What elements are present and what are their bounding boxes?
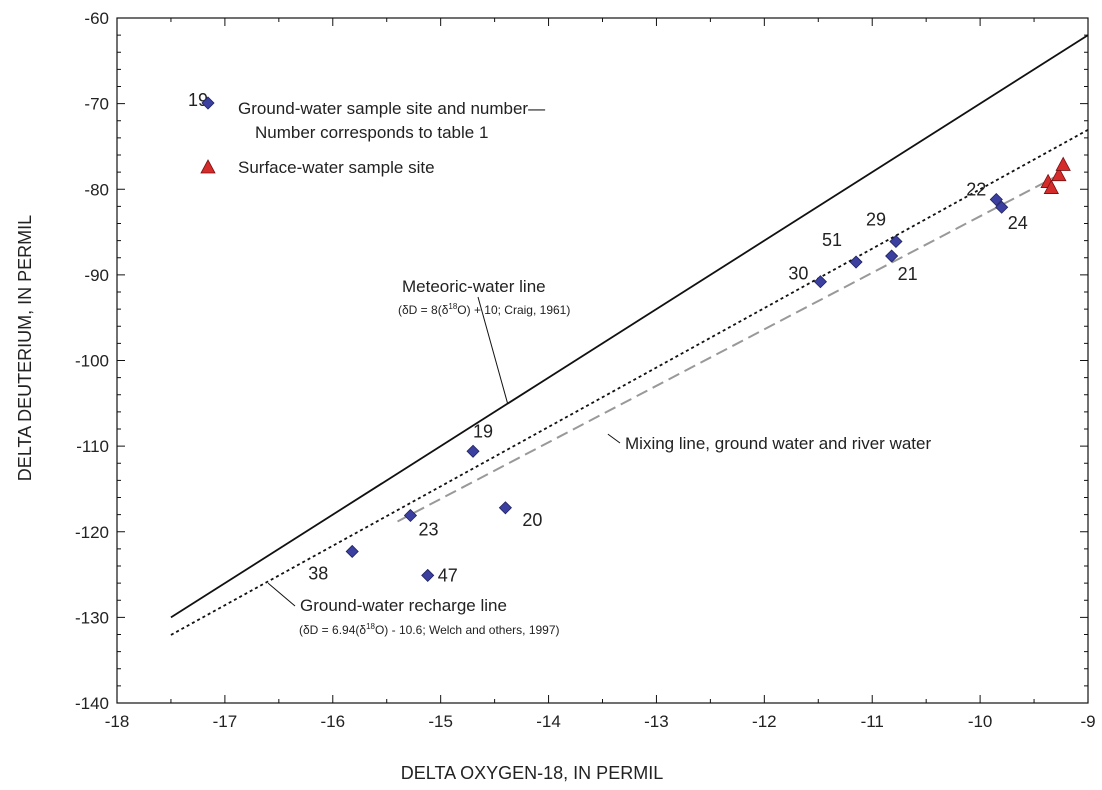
y-tick-label: -110 bbox=[76, 437, 109, 456]
y-axis-title: DELTA DEUTERIUM, IN PERMIL bbox=[15, 215, 35, 481]
x-tick-label: -18 bbox=[105, 712, 130, 731]
y-tick-label: -120 bbox=[75, 523, 109, 542]
legend-surface-water-triangle-icon bbox=[200, 159, 216, 174]
surface-water-point bbox=[1055, 156, 1071, 171]
legend: 19 Ground-water sample site and number— … bbox=[188, 90, 545, 177]
ground-water-point bbox=[466, 444, 480, 458]
ground-water-point bbox=[889, 234, 903, 249]
meteoric-line-equation: (δD = 8(δ18O) + 10; Craig, 1961) bbox=[398, 302, 570, 317]
y-tick-label: -70 bbox=[84, 95, 109, 114]
x-tick-label: -12 bbox=[752, 712, 777, 731]
point-label: 24 bbox=[1008, 213, 1028, 233]
point-label: 51 bbox=[822, 230, 842, 250]
ground-water-point bbox=[885, 249, 899, 263]
x-axis-title: DELTA OXYGEN-18, IN PERMIL bbox=[401, 763, 663, 783]
point-label: 29 bbox=[866, 209, 886, 229]
x-tick-label: -9 bbox=[1080, 712, 1095, 731]
ground-water-point bbox=[849, 255, 863, 269]
recharge-line-label: Ground-water recharge line bbox=[300, 596, 507, 615]
y-tick-label: -100 bbox=[75, 352, 109, 371]
mixing-line bbox=[397, 174, 1059, 523]
x-tick-label: -10 bbox=[968, 712, 993, 731]
x-tick-label: -14 bbox=[536, 712, 561, 731]
ground-water-point bbox=[421, 568, 435, 582]
x-tick-label: -15 bbox=[428, 712, 453, 731]
groundwater-recharge-line bbox=[170, 129, 1089, 636]
legend-surface-water-label: Surface-water sample site bbox=[238, 158, 435, 177]
legend-ground-water-note: Number corresponds to table 1 bbox=[255, 123, 488, 142]
point-label: 30 bbox=[788, 264, 808, 284]
ground-water-point bbox=[813, 275, 828, 289]
point-label: 22 bbox=[966, 180, 986, 200]
surface-water-point bbox=[1051, 166, 1067, 182]
x-tick-label: -16 bbox=[320, 712, 345, 731]
legend-ground-water-label: Ground-water sample site and number— bbox=[238, 99, 545, 118]
ground-water-point bbox=[989, 192, 1003, 207]
x-tick-label: -13 bbox=[644, 712, 669, 731]
y-tick-label: -80 bbox=[84, 180, 109, 199]
ground-water-point bbox=[498, 501, 512, 515]
meteoric-line-label: Meteoric-water line bbox=[402, 277, 546, 296]
point-label: 20 bbox=[522, 510, 542, 530]
legend-ground-water-diamond-icon bbox=[201, 96, 215, 110]
ground-water-point bbox=[403, 508, 418, 523]
meteoric-water-line bbox=[170, 34, 1089, 619]
ground-water-point bbox=[995, 200, 1009, 214]
plot-frame bbox=[116, 17, 1089, 704]
recharge-line-equation: (δD = 6.94(δ18O) - 10.6; Welch and other… bbox=[299, 622, 560, 637]
annotation-leader-lines bbox=[267, 296, 621, 607]
y-tick-label: -90 bbox=[84, 266, 109, 285]
reference-lines bbox=[170, 34, 1089, 636]
mixing-leader-line bbox=[607, 433, 621, 444]
annotations: Meteoric-water line (δD = 8(δ18O) + 10; … bbox=[299, 277, 931, 637]
legend-sample-number: 19 bbox=[188, 90, 208, 110]
x-tick-label: -11 bbox=[861, 712, 884, 731]
ground-water-point bbox=[345, 544, 359, 559]
y-tick-label: -140 bbox=[75, 694, 109, 713]
data-points: 19 20 21 22 23 24 29 30 38 47 51 bbox=[308, 156, 1071, 585]
y-tick-label: -130 bbox=[75, 608, 109, 627]
point-label: 47 bbox=[438, 565, 458, 585]
point-label: 21 bbox=[898, 264, 918, 284]
recharge-leader-line bbox=[267, 582, 296, 607]
x-tick-label: -17 bbox=[213, 712, 238, 731]
point-label: 23 bbox=[418, 519, 438, 539]
axes: -18 -17 -16 -15 -14 -13 -12 -11 -10 -9 -140 -130 -12… bbox=[75, 9, 1096, 731]
surface-water-point bbox=[1043, 179, 1059, 194]
y-tick-label: -60 bbox=[84, 9, 109, 28]
point-label: 19 bbox=[473, 421, 493, 441]
point-label: 38 bbox=[308, 563, 328, 583]
mixing-line-label: Mixing line, ground water and river wate… bbox=[625, 434, 931, 453]
meteoric-leader-line bbox=[477, 296, 509, 404]
